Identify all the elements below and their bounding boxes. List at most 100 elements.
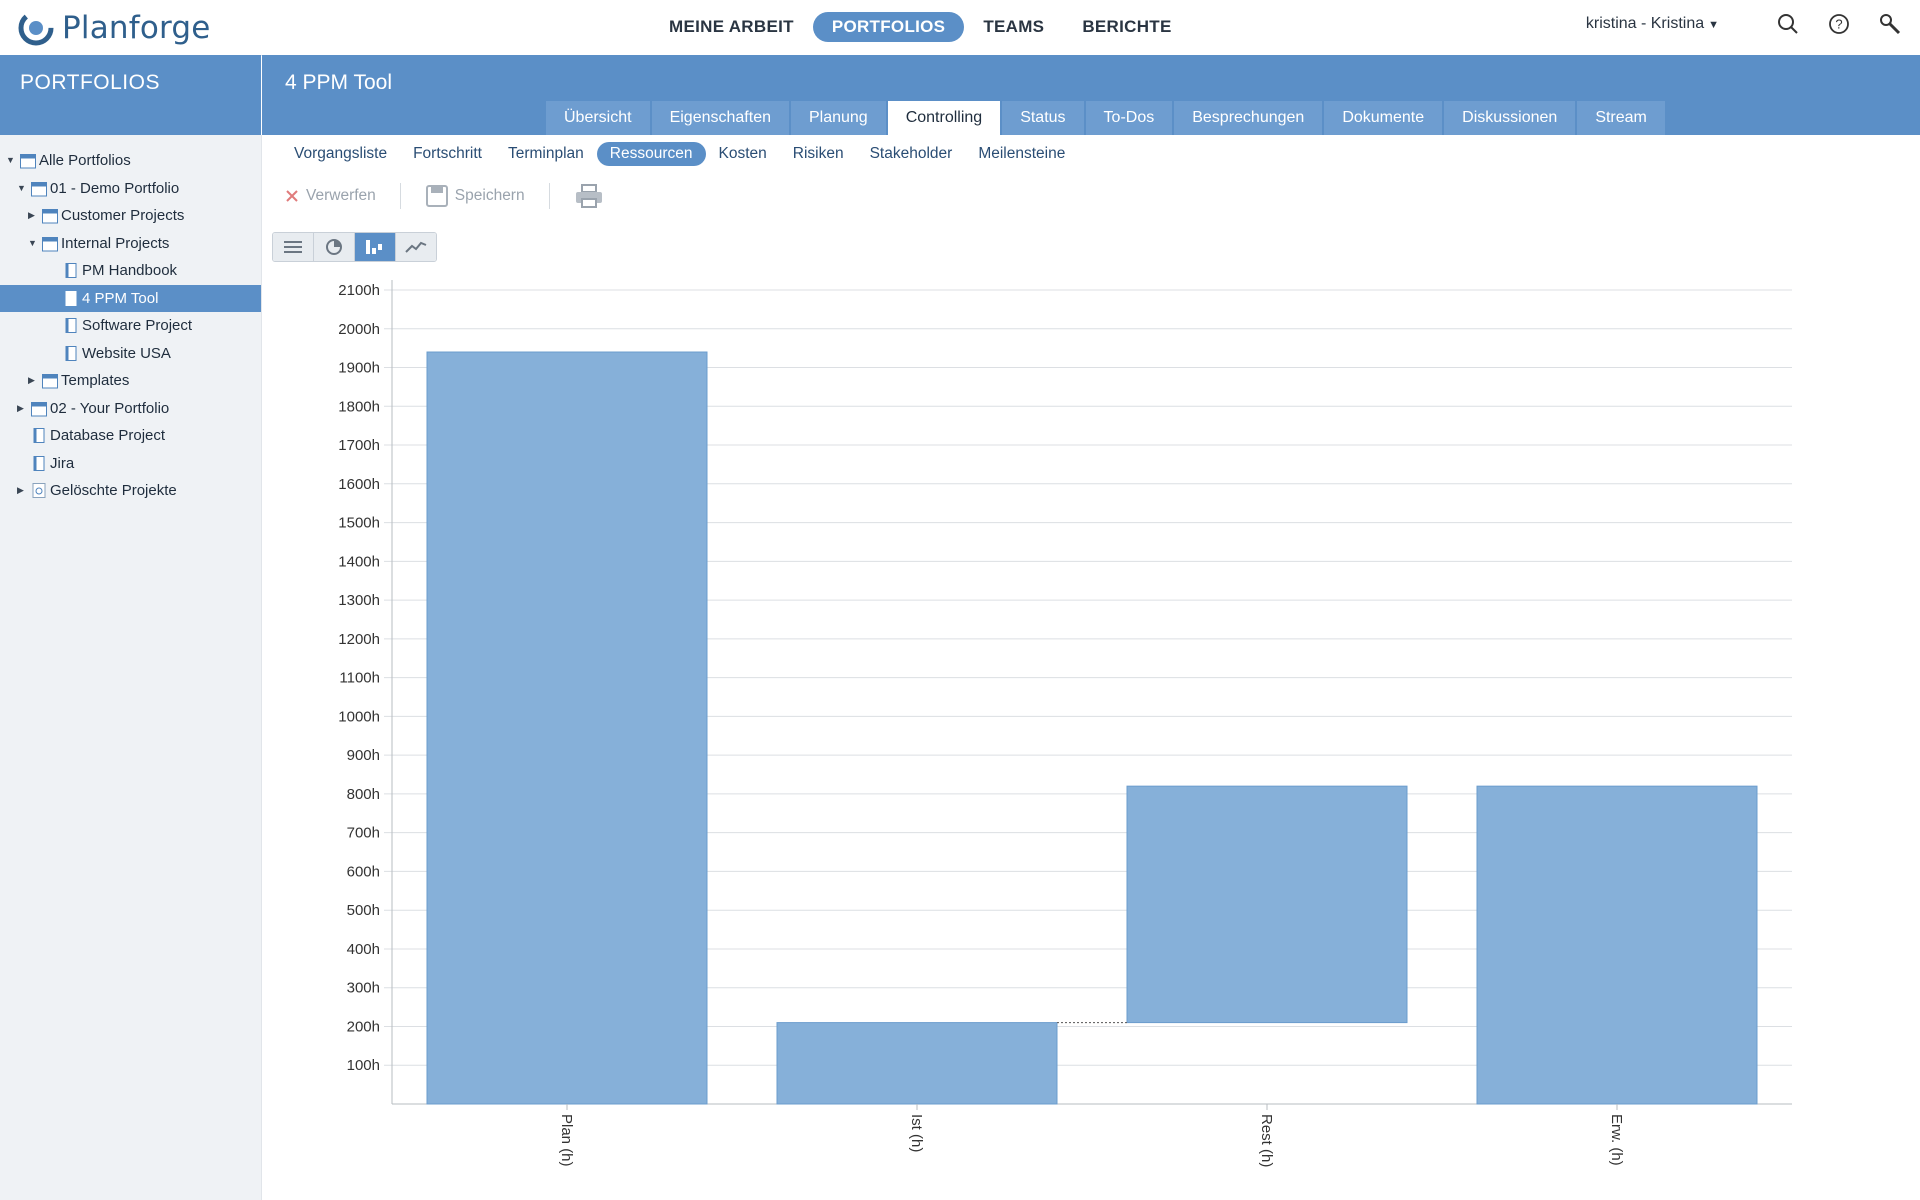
pie-view-button[interactable]	[314, 233, 355, 261]
y-tick-label: 500h	[347, 902, 380, 919]
tree-item-label: 01 - Demo Portfolio	[50, 179, 180, 197]
help-icon[interactable]: ?	[1827, 12, 1851, 36]
tree-item-label: Alle Portfolios	[39, 152, 131, 169]
tree-item-4-ppm-tool[interactable]: 4 PPM Tool	[0, 284, 261, 312]
y-tick-label: 700h	[347, 825, 380, 842]
y-tick-label: 100h	[347, 1057, 380, 1074]
svg-text:?: ?	[1835, 17, 1842, 32]
tree-item-software-project[interactable]: Software Project	[0, 312, 261, 339]
tree-item-label: Customer Projects	[61, 207, 185, 224]
tree-item-database-project[interactable]: Database Project	[0, 422, 261, 449]
sidebar-header: PORTFOLIOS	[0, 55, 261, 135]
y-tick-label: 1200h	[338, 631, 380, 648]
project-icon	[65, 263, 77, 278]
y-tick-label: 2000h	[338, 321, 380, 338]
expand-down-icon[interactable]: ▼	[6, 155, 15, 165]
y-tick-label: 1600h	[338, 476, 380, 493]
portfolio-icon	[31, 181, 47, 196]
nav-berichte[interactable]: BERICHTE	[1082, 17, 1172, 36]
tree-item-label: Internal Projects	[61, 234, 170, 252]
tab-eigenschaften[interactable]: Eigenschaften	[651, 101, 789, 135]
expand-down-icon[interactable]: ▼	[17, 182, 26, 193]
expand-right-icon[interactable]: ▶	[28, 210, 35, 220]
tree-item-internal-projects[interactable]: ▼ Internal Projects	[0, 230, 261, 257]
bar-rest-h	[1126, 785, 1408, 1024]
app-logo[interactable]: Planforge	[18, 9, 211, 47]
y-tick-label: 400h	[347, 941, 380, 958]
tree-item-02-your-portfolio[interactable]: ▶ 02 - Your Portfolio	[0, 395, 261, 422]
x-tick-label: Plan (h)	[558, 1114, 575, 1167]
search-icon[interactable]	[1776, 12, 1800, 36]
waterfall-icon	[366, 240, 382, 254]
tab-ubersicht[interactable]: Übersicht	[546, 101, 650, 135]
discard-label: Verwerfen	[306, 187, 376, 204]
save-icon	[425, 185, 448, 207]
caret-down-icon: ▼	[1708, 19, 1719, 31]
bar-ist-h	[776, 1022, 1058, 1105]
expand-right-icon[interactable]: ▶	[17, 485, 24, 495]
nav-meine-arbeit[interactable]: MEINE ARBEIT	[669, 17, 794, 36]
discard-button[interactable]: Verwerfen	[284, 187, 376, 205]
save-button[interactable]: Speichern	[425, 184, 525, 208]
list-view-button[interactable]	[273, 233, 314, 261]
tab-to-dos[interactable]: To-Dos	[1085, 101, 1173, 135]
tree-item-customer-projects[interactable]: ▶ Customer Projects	[0, 202, 261, 229]
user-menu[interactable]: kristina - Kristina ▼	[1586, 15, 1719, 33]
tab-controlling[interactable]: Controlling	[887, 101, 1001, 135]
expand-right-icon[interactable]: ▶	[17, 402, 24, 413]
tree-item-label: 02 - Your Portfolio	[50, 399, 170, 417]
tree-item-pm-handbook[interactable]: PM Handbook	[0, 257, 261, 284]
print-button[interactable]	[574, 183, 610, 209]
user-name: kristina - Kristina	[1585, 15, 1705, 32]
tree-item-alle-portfolios[interactable]: ▼ Alle Portfolios	[0, 147, 261, 174]
pie-icon	[326, 239, 342, 255]
controlling-subtabs: Vorgangsliste Fortschritt Terminplan Ressou…	[281, 142, 1078, 166]
subtab-meilensteine[interactable]: Meilensteine	[978, 145, 1066, 162]
line-view-button[interactable]	[396, 233, 436, 261]
x-tick-label: Ist (h)	[908, 1114, 925, 1152]
tab-stream[interactable]: Stream	[1577, 101, 1665, 135]
tree-item-templates[interactable]: ▶ Templates	[0, 367, 261, 394]
project-icon	[33, 455, 45, 471]
x-tick-label: Erw. (h)	[1608, 1114, 1625, 1166]
tab-status[interactable]: Status	[1002, 101, 1084, 135]
tab-dokumente[interactable]: Dokumente	[1324, 101, 1443, 135]
tree-item-01-demo-portfolio[interactable]: ▼ 01 - Demo Portfolio	[0, 175, 261, 202]
subtab-risiken[interactable]: Risiken	[792, 145, 844, 162]
y-tick-label: 1000h	[338, 708, 380, 725]
tree-item-website-usa[interactable]: Website USA	[0, 340, 261, 367]
subtab-kosten[interactable]: Kosten	[718, 145, 767, 162]
subtab-ressourcen[interactable]: Ressourcen	[596, 142, 706, 166]
expand-right-icon[interactable]: ▶	[28, 375, 35, 385]
expand-down-icon[interactable]: ▼	[28, 237, 37, 248]
waterfall-view-button[interactable]	[355, 233, 396, 261]
nav-teams[interactable]: TEAMS	[983, 17, 1045, 36]
tree-item-jira[interactable]: Jira	[0, 450, 261, 477]
admin-wrench-icon[interactable]	[1878, 12, 1902, 36]
y-tick-label: 200h	[347, 1018, 380, 1035]
list-icon	[284, 241, 302, 253]
resources-waterfall-chart: 100h 200h 300h 400h 500h 600h 700h 800h 900h 1000…	[338, 280, 1792, 1167]
project-icon	[65, 345, 77, 361]
subtab-vorgangsliste[interactable]: Vorgangsliste	[294, 145, 388, 162]
portfolio-icon	[42, 374, 58, 389]
project-header: 4 PPM Tool Übersicht Eigenschaften Planung…	[262, 55, 1920, 135]
tab-planung[interactable]: Planung	[790, 101, 886, 135]
portfolio-tree: ▼ Alle Portfolios ▼ 01 - Demo Portfolio ▶ Cus…	[0, 135, 262, 1200]
y-tick-label: 1400h	[338, 553, 380, 570]
nav-portfolios[interactable]: PORTFOLIOS	[812, 12, 965, 42]
tree-item-geloschte-projekte[interactable]: ▶ Gelöschte Projekte	[0, 477, 261, 504]
y-tick-label: 1100h	[339, 670, 380, 687]
main-navigation: MEINE ARBEIT PORTFOLIOS TEAMS BERICHTE	[650, 12, 1191, 42]
tab-besprechungen[interactable]: Besprechungen	[1174, 101, 1323, 135]
subtab-stakeholder[interactable]: Stakeholder	[869, 145, 953, 162]
save-label: Speichern	[454, 187, 525, 204]
portfolio-icon	[42, 236, 58, 251]
top-navigation-bar: Planforge MEINE ARBEIT PORTFOLIOS TEAMS BER…	[0, 0, 1920, 56]
subtab-terminplan[interactable]: Terminplan	[507, 145, 584, 162]
subtab-fortschritt[interactable]: Fortschritt	[413, 145, 482, 162]
y-tick-label: 2100h	[338, 282, 380, 299]
tree-item-label: Gelöschte Projekte	[50, 482, 177, 499]
tab-diskussionen[interactable]: Diskussionen	[1444, 101, 1576, 135]
y-tick-label: 1700h	[338, 437, 380, 454]
